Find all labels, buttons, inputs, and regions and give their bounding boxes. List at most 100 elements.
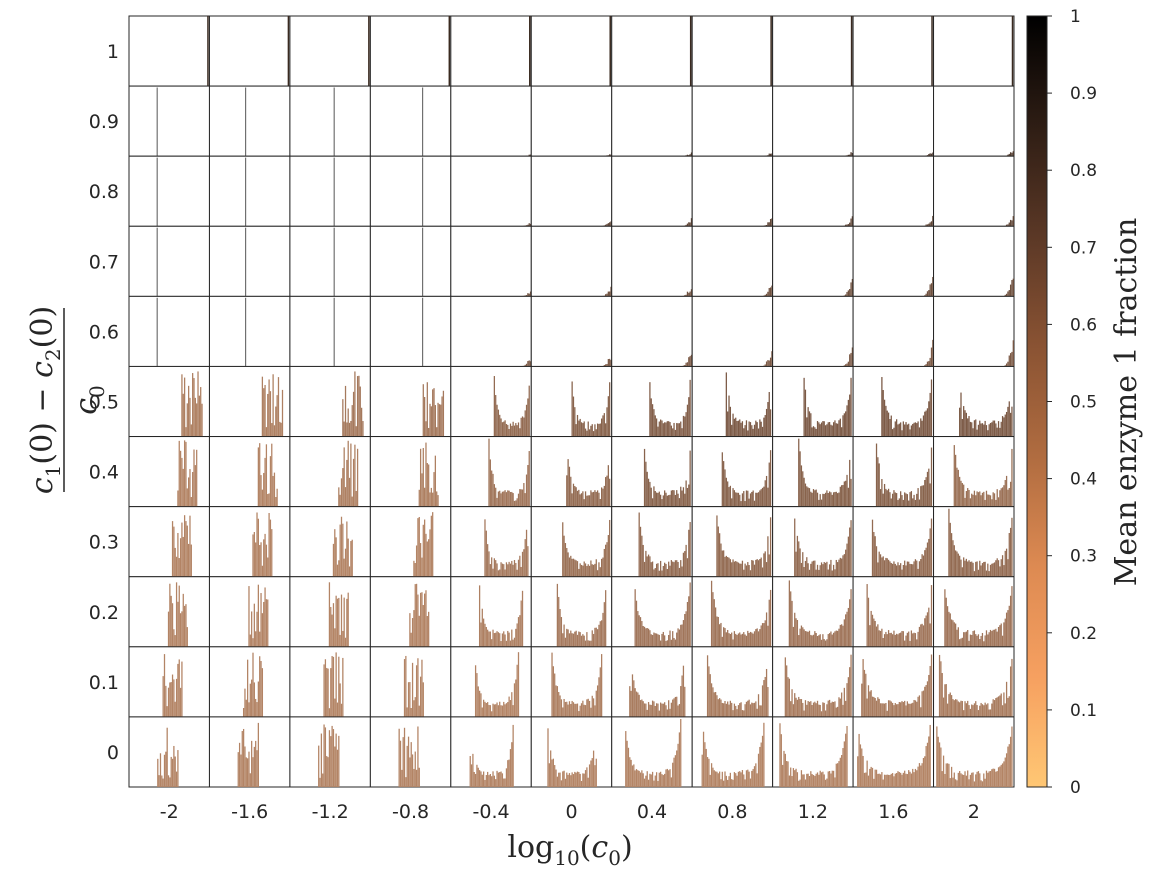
histogram-panel bbox=[852, 716, 935, 788]
histogram-panel bbox=[530, 576, 613, 648]
histogram-panel bbox=[611, 85, 693, 157]
colorbar-tick-label: 0.2 bbox=[1070, 624, 1097, 644]
histogram-panel bbox=[933, 85, 1015, 157]
histogram-panel bbox=[691, 225, 774, 297]
histogram-panel bbox=[289, 365, 371, 438]
x-tick-label: 2 bbox=[968, 801, 980, 823]
histogram-panel bbox=[611, 506, 693, 578]
histogram-panel bbox=[128, 295, 210, 367]
colorbar-tick-label: 0.6 bbox=[1070, 315, 1097, 335]
histogram-panel bbox=[933, 295, 1015, 367]
histogram-panel bbox=[289, 506, 371, 578]
histogram-panel bbox=[289, 155, 371, 227]
histogram-panel bbox=[289, 576, 371, 648]
histogram-panel bbox=[852, 646, 935, 718]
histogram-panel bbox=[852, 365, 935, 438]
y-tick-label: 0.6 bbox=[89, 321, 119, 343]
histogram-panel bbox=[691, 646, 774, 718]
histogram-panel bbox=[852, 15, 935, 87]
histogram-panel bbox=[369, 85, 452, 157]
y-tick-labels: 1 0.9 0.8 0.7 0.6 0.5 0.4 0.3 0.2 0.1 0 bbox=[89, 41, 119, 764]
histogram-panel bbox=[369, 646, 452, 718]
colorbar-tick-label: 1 bbox=[1070, 7, 1081, 27]
histogram-panel bbox=[933, 576, 1015, 648]
histogram-panel bbox=[933, 365, 1015, 438]
histogram-panel bbox=[933, 15, 1015, 87]
histogram-panel bbox=[208, 436, 291, 508]
histogram-panel bbox=[772, 576, 854, 648]
histogram-panel bbox=[289, 295, 371, 367]
histogram-panel bbox=[208, 15, 291, 87]
x-tick-label: 0 bbox=[565, 801, 577, 823]
histogram-panel bbox=[369, 225, 452, 297]
x-tick-label: 1.2 bbox=[798, 801, 828, 823]
histogram-panel bbox=[772, 646, 854, 718]
histogram-panel bbox=[530, 646, 613, 718]
x-tick-label: -0.8 bbox=[392, 801, 429, 823]
colorbar-tick-label: 0.9 bbox=[1070, 84, 1097, 104]
histogram-panel bbox=[530, 155, 613, 227]
histogram-panel bbox=[691, 436, 774, 508]
histogram-panel bbox=[530, 295, 613, 367]
y-tick-label: 0.1 bbox=[89, 672, 119, 694]
histogram-panel bbox=[852, 155, 935, 227]
colorbar-tick-label: 0.3 bbox=[1070, 547, 1097, 567]
histogram-panel bbox=[450, 85, 532, 157]
histogram-panel bbox=[450, 225, 532, 297]
histogram-panel bbox=[691, 15, 774, 87]
histogram-panel bbox=[530, 15, 613, 87]
histogram-panel bbox=[611, 646, 693, 718]
colorbar-tick-label: 0.5 bbox=[1070, 393, 1097, 413]
histogram-panel bbox=[691, 365, 774, 438]
histogram-panel bbox=[369, 155, 452, 227]
histogram-panel bbox=[530, 225, 613, 297]
x-tick-label: -1.6 bbox=[231, 801, 268, 823]
histogram-panel bbox=[611, 365, 693, 438]
histogram-panel bbox=[772, 506, 854, 578]
histogram-panel bbox=[530, 365, 613, 438]
colorbar-tick-label: 0.1 bbox=[1070, 701, 1097, 721]
histogram-panel bbox=[369, 506, 452, 578]
histogram-panel bbox=[289, 436, 371, 508]
x-axis-label: log10(c0) bbox=[507, 830, 632, 870]
histogram-panel bbox=[530, 716, 613, 788]
y-tick-label: 1 bbox=[107, 41, 119, 63]
histogram-panel bbox=[450, 436, 532, 508]
histogram-panel bbox=[852, 436, 935, 508]
colorbar-label: Mean enzyme 1 fraction bbox=[1109, 218, 1144, 587]
histogram-panel bbox=[208, 576, 291, 648]
histogram-panel bbox=[611, 436, 693, 508]
x-tick-label: -2 bbox=[160, 801, 179, 823]
histogram-panel bbox=[611, 716, 693, 788]
histogram-panel bbox=[128, 365, 210, 438]
histogram-panel bbox=[369, 716, 452, 788]
histogram-panel bbox=[369, 295, 452, 367]
histogram-panel bbox=[772, 365, 854, 438]
x-tick-label: -0.4 bbox=[473, 801, 510, 823]
histogram-panel bbox=[208, 365, 291, 438]
histogram-panel bbox=[772, 155, 854, 227]
colorbar-tick-label: 0 bbox=[1070, 778, 1081, 798]
histogram-panel bbox=[128, 716, 210, 788]
histogram-panel bbox=[611, 155, 693, 227]
x-tick-label: 0.8 bbox=[717, 801, 747, 823]
histogram-panel bbox=[289, 646, 371, 718]
histogram-panel bbox=[530, 506, 613, 578]
histogram-panel bbox=[450, 155, 532, 227]
histogram-panel bbox=[128, 15, 210, 87]
y-tick-label: 0.5 bbox=[89, 392, 119, 414]
histogram-panel bbox=[772, 85, 854, 157]
y-tick-label: 0.3 bbox=[89, 532, 119, 554]
histogram-panel bbox=[208, 225, 291, 297]
histogram-panel bbox=[128, 436, 210, 508]
histogram-panel bbox=[933, 646, 1015, 718]
colorbar bbox=[1026, 15, 1048, 788]
histogram-panel bbox=[933, 716, 1015, 788]
y-tick-label: 0.8 bbox=[89, 181, 119, 203]
y-tick-label: 0 bbox=[107, 742, 119, 764]
histogram-panel bbox=[611, 295, 693, 367]
histogram-panel bbox=[530, 85, 613, 157]
y-tick-label: 0.2 bbox=[89, 602, 119, 624]
colorbar-ticks: 1 0.9 0.8 0.7 0.6 0.5 0.4 0.3 0.2 0.1 0 bbox=[1047, 7, 1097, 798]
histogram-panel bbox=[289, 15, 371, 87]
